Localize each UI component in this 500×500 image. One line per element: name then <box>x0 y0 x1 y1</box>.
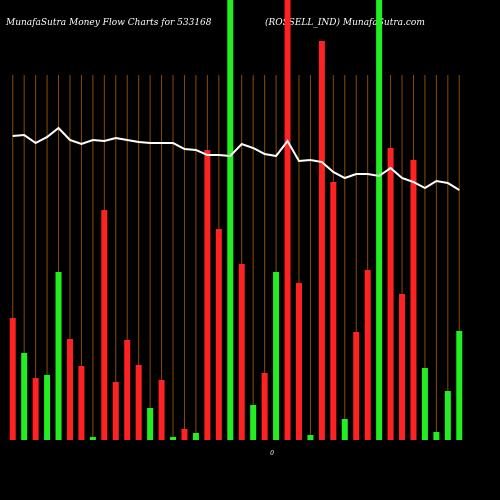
bar <box>89 437 96 440</box>
bar <box>181 429 188 440</box>
bar <box>318 41 325 440</box>
bar <box>21 353 28 440</box>
bar <box>78 366 85 440</box>
bar <box>387 148 394 440</box>
bar <box>307 435 314 440</box>
bar <box>376 0 383 440</box>
bar <box>261 373 268 440</box>
bar <box>227 0 234 440</box>
bar <box>284 0 291 440</box>
bar <box>410 160 417 440</box>
bar <box>192 433 199 440</box>
bar <box>250 405 257 440</box>
bar <box>330 182 337 440</box>
bar <box>215 229 222 440</box>
chart-title: MunafaSutra Money Flow Charts for 533168 <box>5 18 212 28</box>
bar <box>158 380 165 440</box>
bar <box>135 365 142 440</box>
bar <box>44 375 51 440</box>
bar <box>112 382 119 440</box>
bar <box>421 368 428 440</box>
bar <box>170 437 177 440</box>
bar <box>32 378 39 440</box>
bar <box>353 332 360 440</box>
bar <box>456 331 463 440</box>
bar <box>399 294 406 440</box>
bar <box>147 408 154 440</box>
bar <box>124 340 131 440</box>
bar <box>101 210 108 440</box>
bar <box>341 419 348 440</box>
bar <box>9 318 16 440</box>
bar <box>295 283 302 440</box>
money-flow-line <box>12 126 460 191</box>
chart-subtitle: (ROSSELL_IND) MunafaSutra.com <box>265 17 425 28</box>
bar <box>444 391 451 440</box>
bar <box>273 272 280 440</box>
bar <box>364 270 371 440</box>
x-axis-label: 0 <box>270 450 274 457</box>
bar <box>66 339 73 440</box>
bar <box>238 264 245 440</box>
bar <box>55 272 62 440</box>
bar <box>433 432 440 440</box>
bar <box>204 150 211 440</box>
